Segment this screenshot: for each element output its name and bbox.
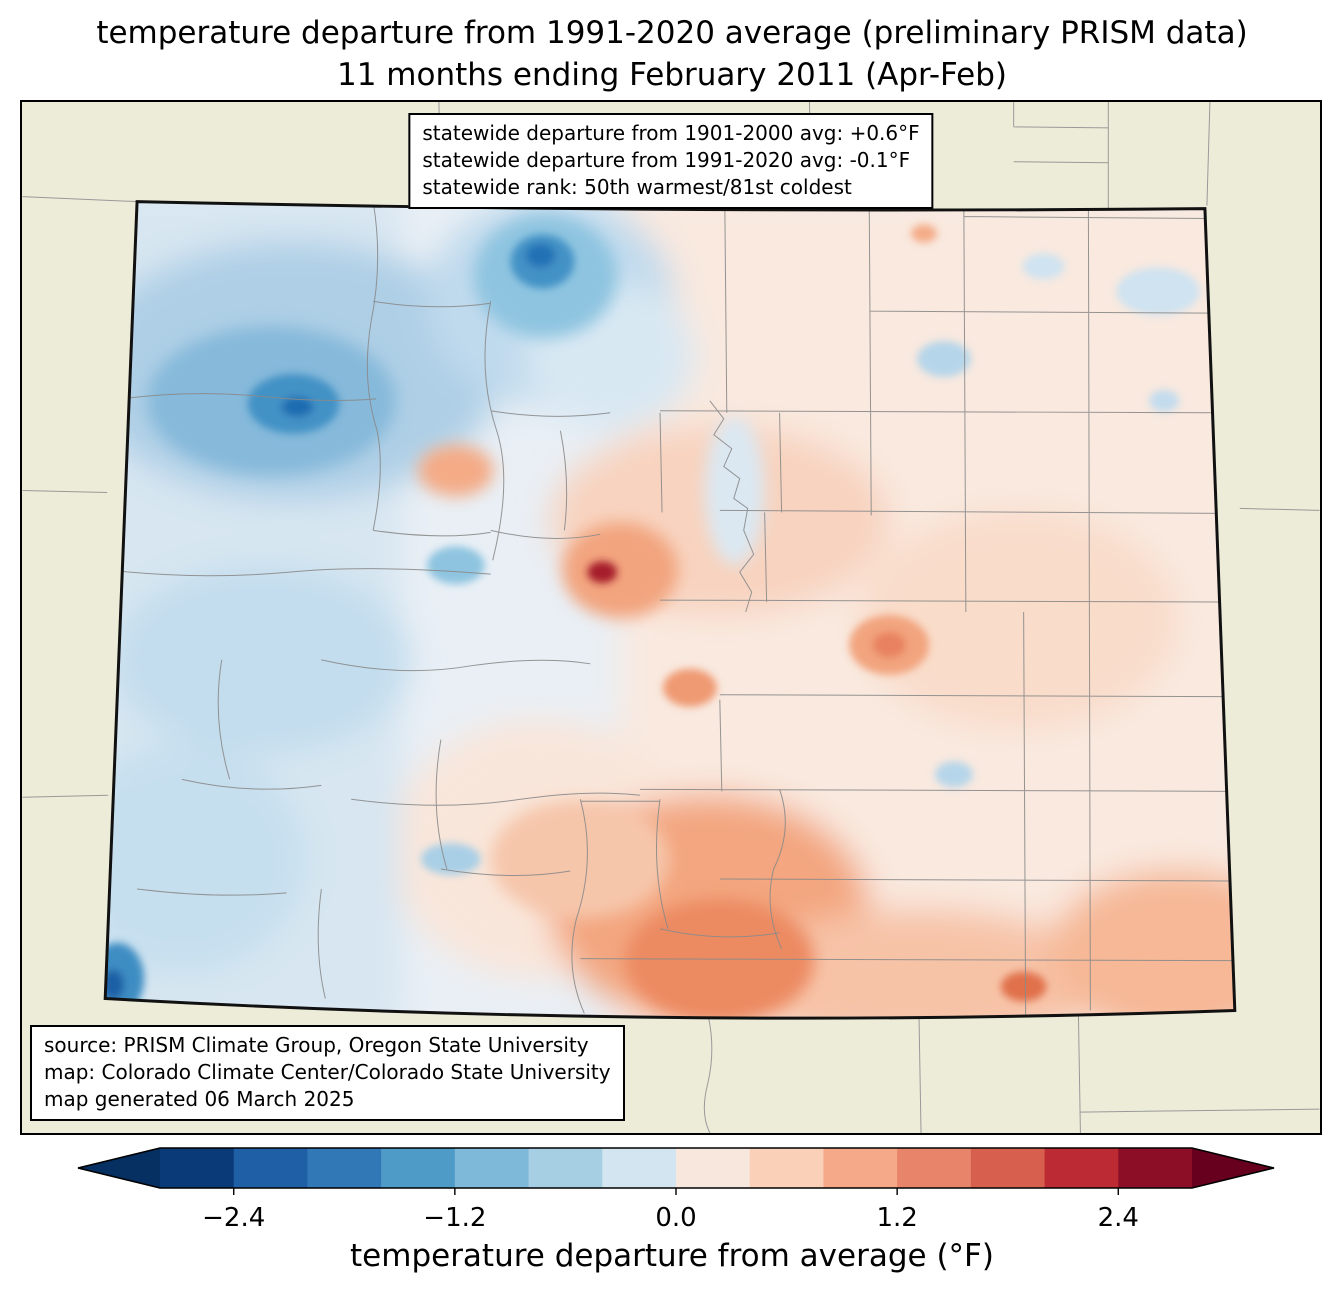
colorbar-segment <box>1044 1148 1119 1188</box>
colorbar-tick-label: 0.0 <box>655 1203 696 1233</box>
colorbar-tick-label: 1.2 <box>876 1203 917 1233</box>
colorbar-segment <box>454 1148 530 1188</box>
stats-line-1: statewide departure from 1901-2000 avg: … <box>422 121 920 145</box>
figure-title-line1: temperature departure from 1991-2020 ave… <box>96 15 1248 51</box>
colorbar-tick-label: −1.2 <box>423 1203 486 1233</box>
county-boundaries <box>107 201 1233 1015</box>
colorbar-segment <box>233 1148 309 1188</box>
colorbar-segment <box>1118 1148 1193 1188</box>
colorbar-tick-label: −2.4 <box>202 1203 265 1233</box>
temperature-field <box>105 201 1235 1019</box>
colorado-map <box>22 102 1320 1133</box>
colorbar-right-arrow <box>1192 1148 1274 1188</box>
source-attribution-box: source: PRISM Climate Group, Oregon Stat… <box>30 1025 625 1121</box>
colorbar-segment <box>160 1148 235 1188</box>
colorbar-segment <box>676 1148 751 1188</box>
map-frame: statewide departure from 1901-2000 avg: … <box>20 100 1322 1135</box>
stats-line-3: statewide rank: 50th warmest/81st coldes… <box>422 175 852 199</box>
colorbar-segment <box>381 1148 456 1188</box>
colorbar-left-arrow <box>78 1148 160 1188</box>
colorbar: −2.4 −1.2 0.0 1.2 2.4 <box>0 1142 1344 1238</box>
source-line-2: map: Colorado Climate Center/Colorado St… <box>44 1060 611 1084</box>
source-line-3: map generated 06 March 2025 <box>44 1087 355 1111</box>
colorbar-segment <box>897 1148 972 1188</box>
colorbar-segment <box>823 1148 898 1188</box>
colorbar-outline <box>77 1147 1275 1189</box>
figure-title-line2: 11 months ending February 2011 (Apr-Feb) <box>337 57 1007 93</box>
statewide-stats-box: statewide departure from 1901-2000 avg: … <box>408 113 934 209</box>
colorbar-tick-label: 2.4 <box>1098 1203 1139 1233</box>
colorbar-segment <box>602 1148 677 1188</box>
colorbar-segment <box>528 1148 603 1188</box>
source-line-1: source: PRISM Climate Group, Oregon Stat… <box>44 1033 589 1057</box>
colorbar-segment <box>749 1148 825 1188</box>
stats-line-2: statewide departure from 1991-2020 avg: … <box>422 148 911 172</box>
colorbar-axis-label: temperature departure from average (°F) <box>350 1238 994 1274</box>
colorbar-svg: −2.4 −1.2 0.0 1.2 2.4 <box>77 1147 1275 1233</box>
colorbar-segment <box>970 1148 1046 1188</box>
colorbar-segment <box>307 1148 382 1188</box>
